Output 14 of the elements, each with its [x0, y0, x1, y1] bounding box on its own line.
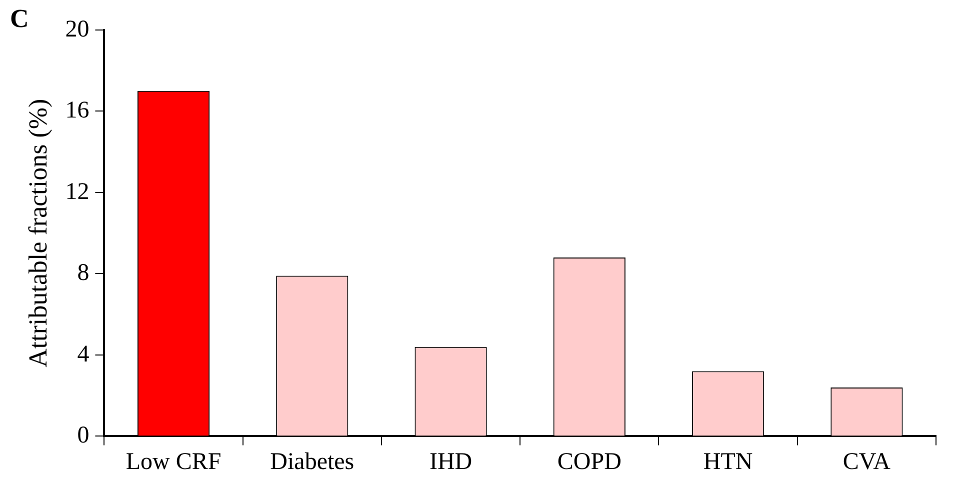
y-tick-label: 4 — [77, 341, 90, 368]
y-axis-title: Attributable fractions (%) — [23, 98, 52, 368]
x-tick-label: Low CRF — [126, 448, 222, 475]
y-tick-label: 0 — [77, 422, 90, 448]
text: C — [10, 4, 29, 34]
y-tick-label: 8 — [77, 260, 90, 286]
y-tick-label: 16 — [65, 98, 90, 124]
x-tick-label: COPD — [557, 448, 622, 475]
x-tick-label: CVA — [842, 448, 892, 475]
x-tick-label: IHD — [429, 448, 472, 475]
y-tick-label: 20 — [65, 16, 90, 42]
x-tick-label: HTN — [703, 448, 753, 475]
x-tick-label: Diabetes — [270, 448, 354, 475]
y-tick-label: 12 — [65, 178, 90, 205]
